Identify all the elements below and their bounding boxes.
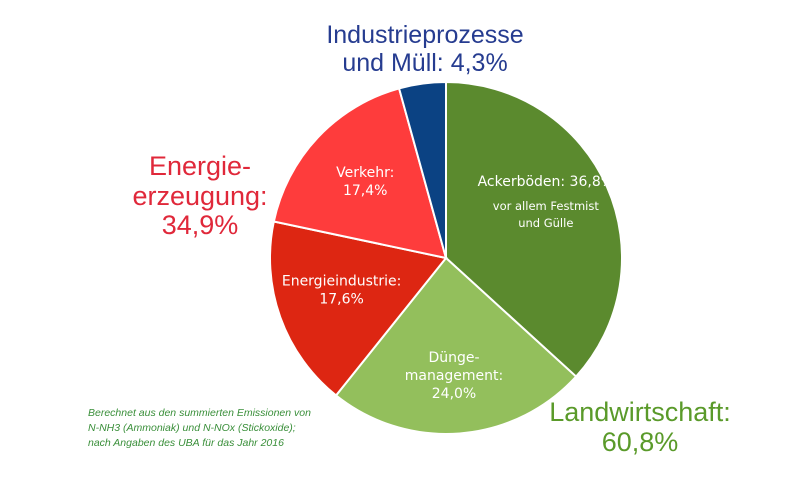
- slice-label: Dünge-management: 24,0%: [405, 350, 504, 402]
- pie-slice: [272, 87, 448, 260]
- group-label-landwirtschaft: Landwirtschaft: 60,8%: [549, 397, 731, 457]
- pie-slice: [397, 80, 447, 259]
- source-note-line: nach Angaben des UBA für das Jahr 2016: [88, 437, 284, 450]
- pie-slice: [445, 80, 623, 378]
- group-label-industrieprozesse: Industrieprozesse und Müll: 4,3%: [326, 21, 524, 77]
- group-label-energieerzeugung: Energie- erzeugung: 34,9%: [132, 151, 268, 241]
- slice-label: Ackerböden: 36,8% vor allem Festmist und G…: [478, 174, 614, 230]
- pie-slice: [269, 220, 448, 397]
- slice-label: Verkehr: 17,4%: [336, 165, 394, 199]
- source-note-line: Berechnet aus den summierten Emissionen …: [88, 407, 311, 419]
- source-note-line: N-NH3 (Ammoniak) und N-NOx (Stickoxide);: [88, 422, 296, 435]
- pie-slice: [334, 256, 578, 435]
- slice-label: Energieindustrie: 17,6%: [282, 273, 402, 307]
- source-note: Berechnet aus den summierten Emissionen …: [88, 406, 358, 452]
